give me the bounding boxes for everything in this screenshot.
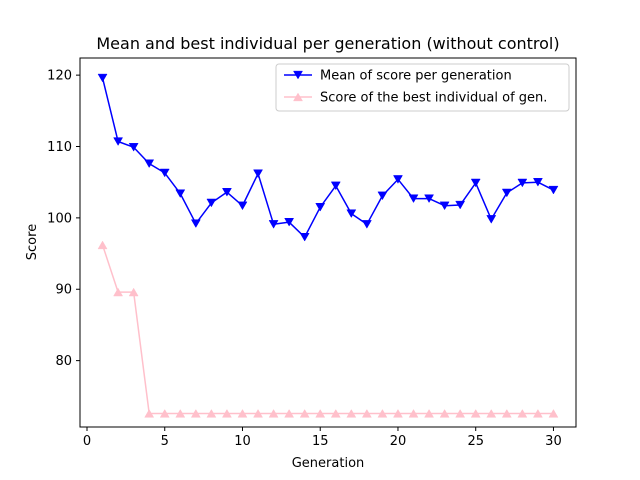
- data-point-best: [97, 240, 108, 250]
- data-point-mean: [424, 194, 434, 204]
- data-point-best: [517, 409, 528, 418]
- data-point-mean: [206, 198, 217, 208]
- chart-title: Mean and best individual per generation …: [96, 34, 559, 53]
- series-line-best: [101, 244, 554, 415]
- x-tick-label: 5: [161, 434, 169, 449]
- data-point-best: [159, 409, 170, 418]
- data-point-best: [113, 287, 124, 297]
- data-point-best: [237, 409, 248, 418]
- data-point-best: [408, 409, 419, 418]
- data-point-best: [377, 409, 388, 418]
- data-point-best: [501, 409, 512, 418]
- data-point-best: [439, 409, 450, 418]
- data-point-mean: [517, 178, 528, 188]
- data-point-mean: [237, 201, 248, 211]
- data-point-best: [532, 409, 543, 418]
- x-tick-label: 20: [390, 434, 407, 449]
- data-point-best: [455, 409, 466, 418]
- data-point-best: [470, 409, 481, 418]
- data-point-mean: [439, 201, 450, 211]
- data-point-best: [548, 409, 559, 418]
- data-point-best: [206, 409, 217, 418]
- legend-box: [275, 63, 570, 112]
- data-point-mean: [113, 137, 124, 146]
- data-point-best: [268, 409, 279, 418]
- data-point-best: [144, 409, 155, 418]
- data-point-best: [299, 409, 310, 418]
- data-point-mean: [486, 215, 497, 224]
- data-point-mean: [175, 189, 186, 199]
- data-point-mean: [501, 188, 512, 198]
- data-point-best: [315, 409, 326, 418]
- y-tick-label: 90: [55, 283, 72, 298]
- data-point-mean: [299, 233, 310, 242]
- data-point-mean: [393, 175, 403, 184]
- data-point-mean: [346, 209, 357, 218]
- data-point-mean: [190, 219, 201, 228]
- data-point-mean: [253, 169, 263, 179]
- x-tick-label: 25: [467, 434, 484, 449]
- data-point-mean: [159, 168, 170, 178]
- data-point-mean: [284, 218, 295, 227]
- data-point-mean: [268, 220, 279, 229]
- data-point-best: [393, 409, 403, 418]
- y-tick-label: 80: [55, 354, 72, 369]
- y-tick-label: 110: [47, 140, 72, 155]
- x-axis-label: Generation: [292, 456, 365, 471]
- data-point-best: [346, 409, 357, 418]
- data-point-best: [284, 409, 295, 418]
- data-point-mean: [470, 178, 481, 188]
- y-tick-label: 120: [47, 69, 72, 84]
- data-point-mean: [97, 73, 108, 83]
- data-point-mean: [128, 143, 139, 152]
- data-point-mean: [330, 181, 341, 191]
- data-point-mean: [548, 185, 559, 195]
- data-point-mean: [377, 191, 388, 201]
- x-tick-label: 30: [545, 434, 562, 449]
- data-point-best: [190, 409, 201, 418]
- x-tick-label: 10: [234, 434, 251, 449]
- data-point-best: [128, 287, 139, 297]
- axes: 0 5 10 15 20 25 30 80 90 100 110 120: [47, 57, 577, 449]
- legend: Mean of score per generation Score of the…: [275, 63, 570, 112]
- data-point-mean: [455, 200, 466, 210]
- data-point-mean: [222, 188, 232, 197]
- legend-label-mean: Mean of score per generation: [320, 69, 512, 84]
- legend-marker-best: [293, 92, 303, 102]
- data-point-mean: [144, 159, 155, 169]
- data-point-best: [222, 409, 232, 418]
- data-point-mean: [361, 220, 372, 229]
- data-point-mean: [532, 178, 543, 187]
- x-tick-label: 15: [312, 434, 329, 449]
- y-tick-label: 100: [47, 211, 72, 226]
- data-point-best: [175, 409, 186, 418]
- legend-label-best: Score of the best individual of gen.: [320, 91, 547, 106]
- data-point-best: [253, 409, 263, 418]
- data-point-mean: [408, 194, 419, 204]
- data-point-best: [486, 409, 497, 418]
- data-point-best: [330, 409, 341, 418]
- y-axis-label: Score: [25, 224, 40, 260]
- data-point-best: [361, 409, 372, 418]
- data-point-best: [424, 409, 434, 418]
- legend-marker-mean: [293, 70, 303, 80]
- axes-frame: [79, 57, 577, 428]
- x-tick-label: 0: [83, 434, 91, 449]
- plot-area: [97, 73, 559, 418]
- data-point-mean: [315, 203, 326, 212]
